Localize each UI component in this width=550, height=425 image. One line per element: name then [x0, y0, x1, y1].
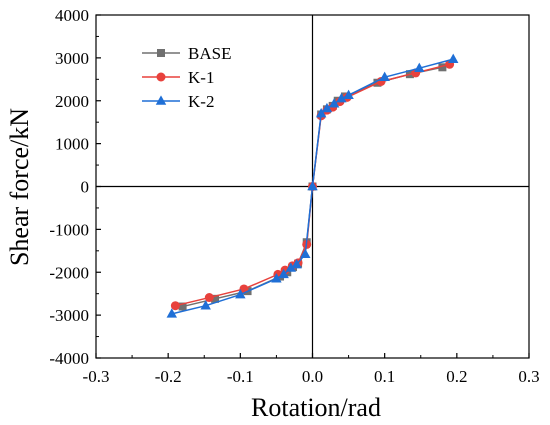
axis-ticks: -0.3 -0.2 -0.1 0.0 0.1 0.2 0.3 -4000 -3000 -2000 -… — [49, 6, 539, 386]
data-point-base — [211, 294, 220, 303]
data-point-k-2 — [379, 71, 390, 81]
y-tick-label: 0 — [81, 178, 90, 197]
x-tick-label: -0.3 — [83, 367, 110, 386]
legend-marker-k-1 — [156, 72, 166, 82]
y-tick-label: -4000 — [49, 349, 89, 368]
data-point-base — [438, 63, 447, 72]
data-point-k-2 — [271, 273, 282, 283]
data-point-k-2 — [285, 262, 297, 272]
data-point-k-2 — [328, 98, 340, 108]
data-point-k-2 — [291, 258, 302, 269]
y-tick-label: 1000 — [55, 135, 89, 154]
series-k-2 — [166, 53, 459, 318]
legend-item-k-2: K-2 — [142, 92, 214, 111]
data-point-k-1 — [170, 301, 180, 311]
legend-item-k-1: K-1 — [142, 68, 214, 87]
legend-marker-k-2 — [155, 95, 167, 105]
data-point-k-1 — [204, 293, 214, 303]
data-point-k-2 — [321, 102, 333, 113]
series-group — [166, 53, 459, 318]
x-tick-label: 0.3 — [518, 367, 539, 386]
y-tick-label: 4000 — [55, 6, 89, 25]
legend-item-base: BASE — [142, 44, 231, 63]
legend-marker-base — [157, 49, 165, 57]
x-axis-title: Rotation/rad — [251, 393, 381, 422]
data-point-k-2 — [336, 93, 347, 103]
y-tick-label: -3000 — [49, 306, 89, 325]
y-axis-title: Shear force/kN — [5, 108, 34, 266]
data-point-k-2 — [300, 248, 311, 259]
data-point-k-2 — [200, 300, 211, 310]
x-tick-label: -0.2 — [155, 367, 182, 386]
legend: BASE K-1 K-2 — [142, 44, 231, 111]
data-point-k-2 — [343, 89, 354, 99]
y-tick-label: 2000 — [55, 92, 89, 111]
data-point-k-2 — [278, 268, 289, 279]
legend-label-k-1: K-1 — [188, 68, 214, 87]
x-tick-label: 0.0 — [302, 367, 323, 386]
data-point-k-2 — [414, 62, 425, 72]
y-tick-label: 3000 — [55, 49, 89, 68]
x-tick-label: 0.2 — [446, 367, 467, 386]
data-point-base — [178, 302, 187, 311]
data-point-k-2 — [448, 53, 459, 63]
x-tick-label: 0.1 — [374, 367, 395, 386]
legend-label-base: BASE — [188, 44, 231, 63]
y-tick-label: -1000 — [49, 220, 89, 239]
y-tick-label: -2000 — [49, 263, 89, 282]
data-point-k-2 — [166, 308, 177, 318]
data-point-k-2 — [315, 108, 327, 118]
x-tick-label: -0.1 — [227, 367, 254, 386]
data-point-k-2 — [307, 180, 318, 191]
data-point-k-2 — [235, 288, 246, 299]
legend-label-k-2: K-2 — [188, 92, 214, 111]
